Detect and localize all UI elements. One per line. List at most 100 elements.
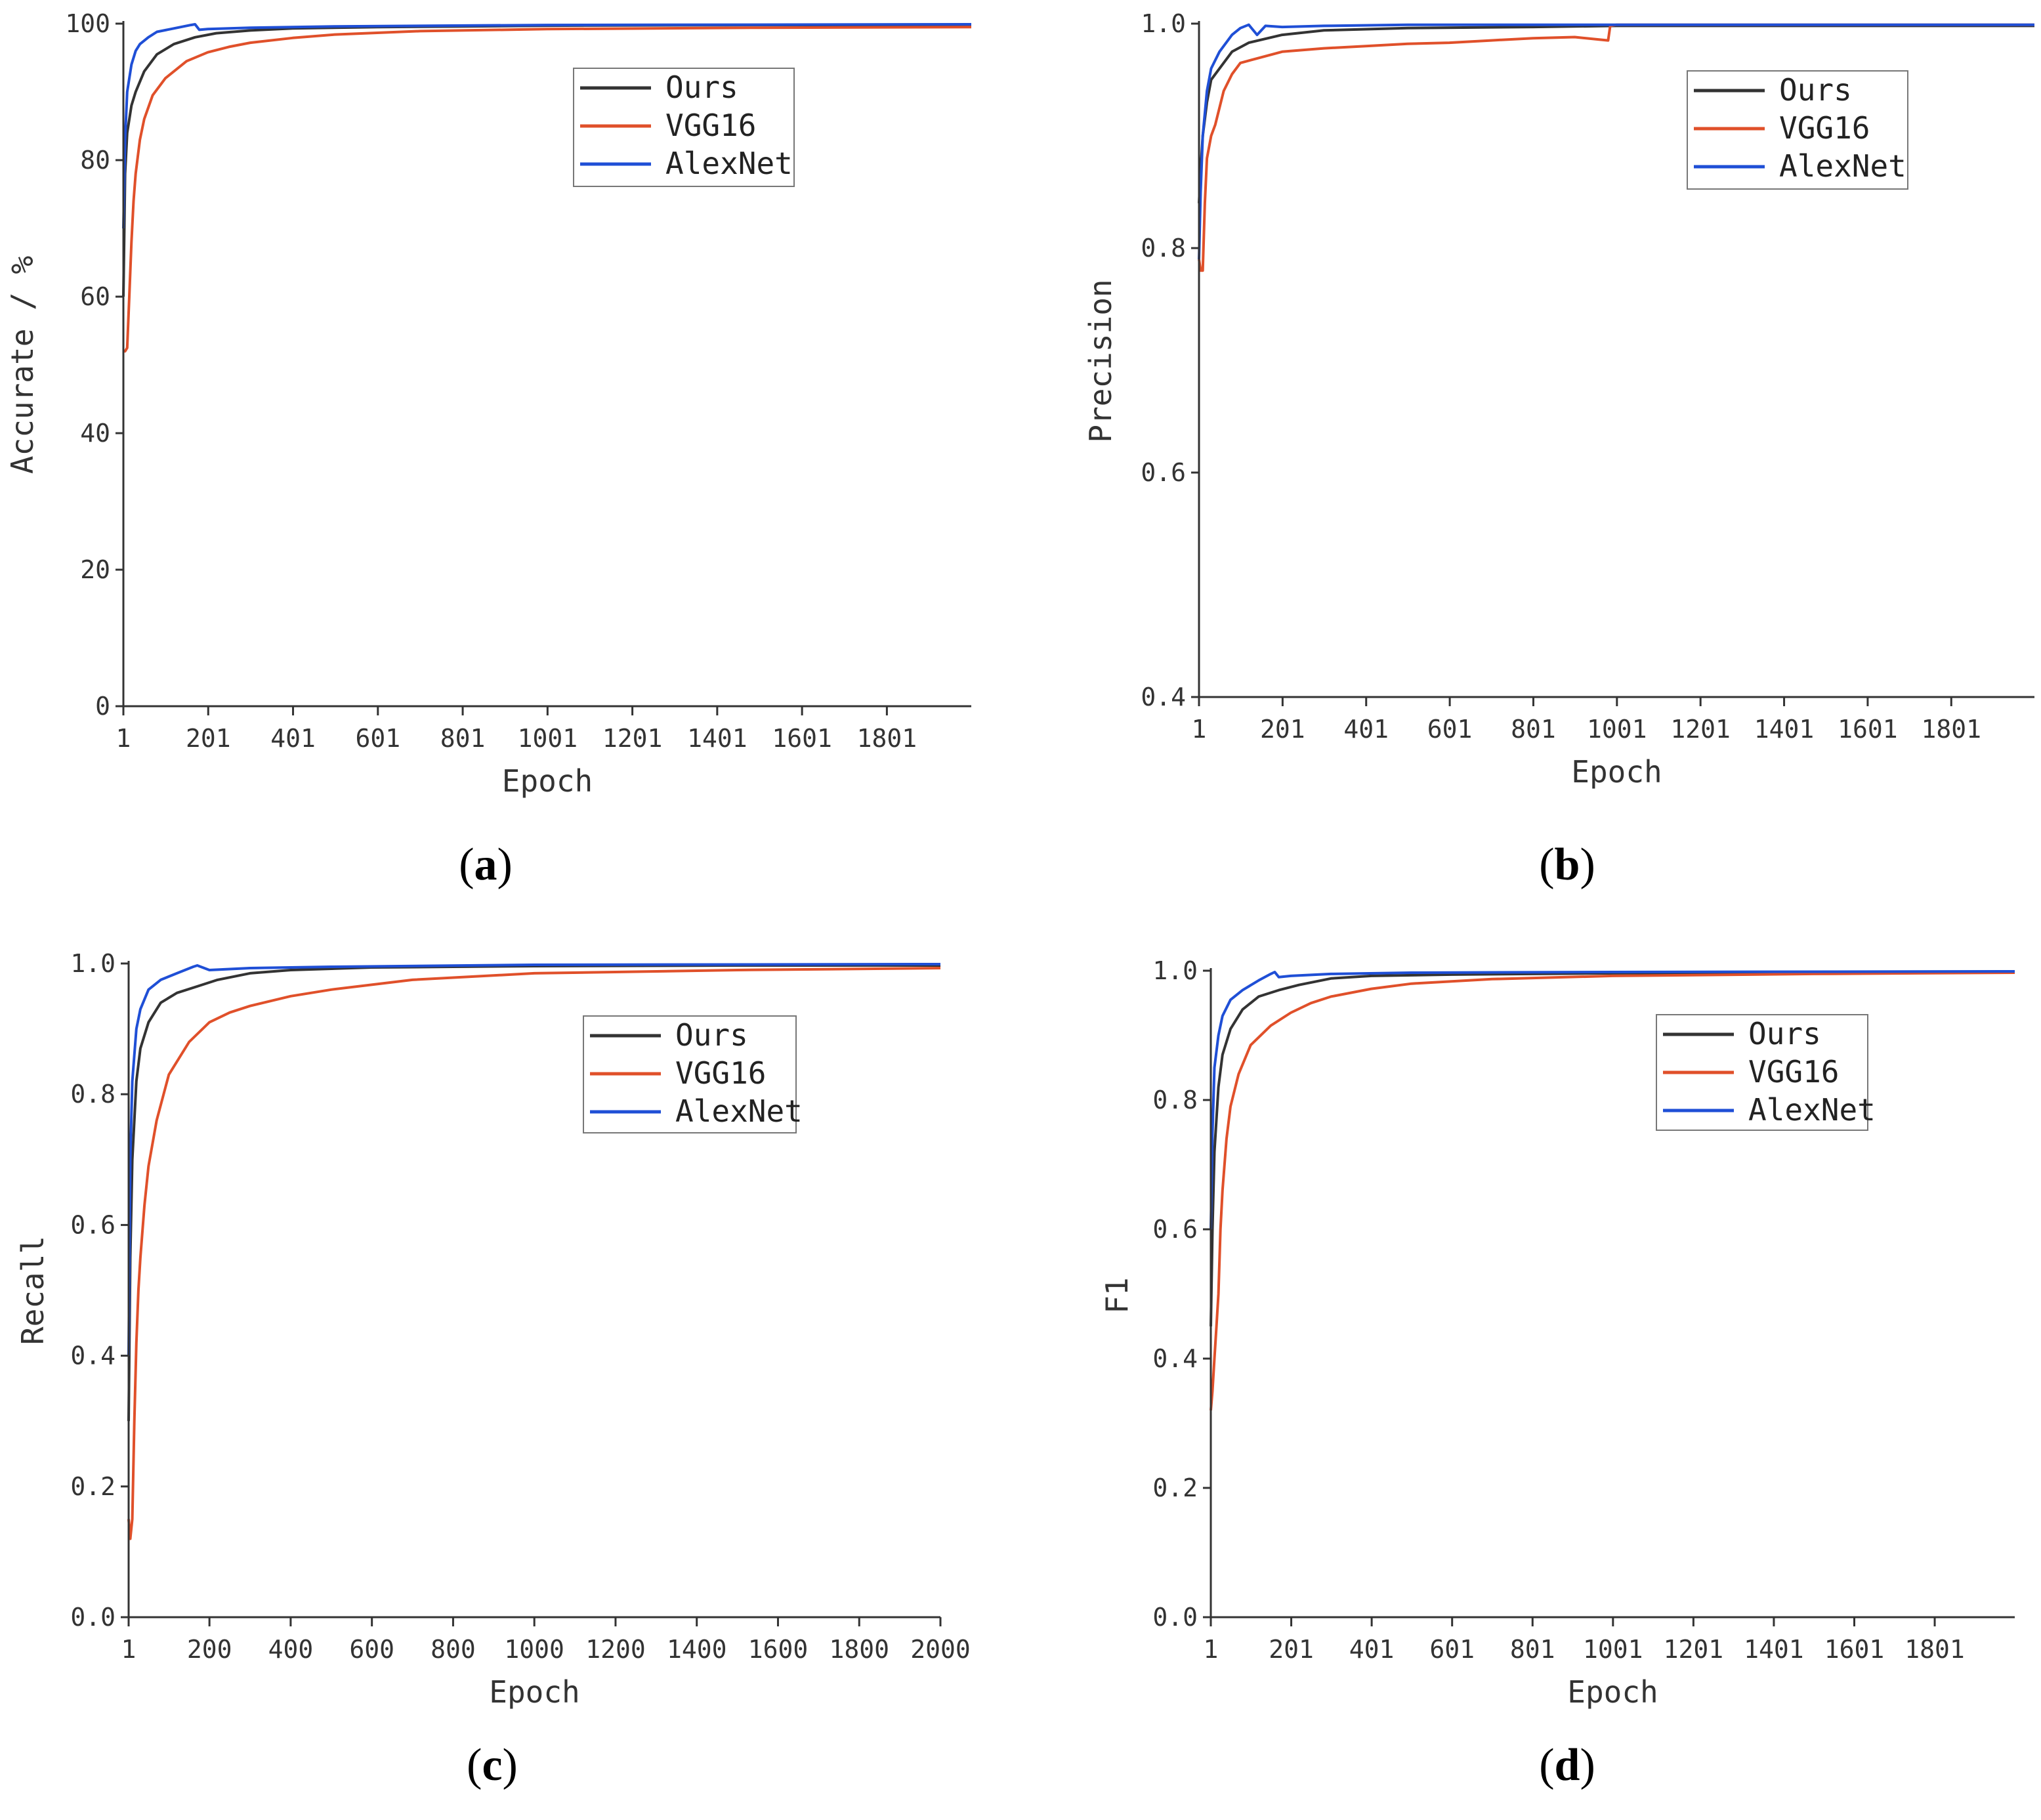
- x-tick-label: 401: [1349, 1635, 1395, 1664]
- series-line-vgg16: [123, 26, 972, 353]
- chart-panel-d: 0.00.20.40.60.81.01 201 401 601 801 1001 1201 1…: [1099, 956, 2015, 1790]
- legend-label-alexnet: AlexNet: [1779, 148, 1906, 184]
- x-axis-label: Epoch: [1567, 1674, 1658, 1710]
- x-axis-label: Epoch: [502, 763, 593, 799]
- x-tick-label: 600: [349, 1635, 394, 1664]
- x-tick-label: 601: [355, 724, 400, 753]
- panel-label: (a): [459, 839, 513, 890]
- x-tick-label: 1201: [1664, 1635, 1724, 1664]
- x-tick-label: 601: [1427, 715, 1473, 744]
- y-axis-label: F1: [1099, 1277, 1135, 1313]
- x-tick-label: 801: [1511, 715, 1556, 744]
- y-tick-label: 0: [95, 692, 110, 721]
- x-tick-label: 1601: [772, 724, 832, 753]
- series-line-vgg16: [1198, 23, 2034, 272]
- y-tick-label: 60: [80, 282, 110, 311]
- x-tick-label: 801: [1510, 1635, 1555, 1664]
- x-tick-label: 1001: [518, 724, 578, 753]
- x-tick-label: 1: [121, 1635, 137, 1664]
- y-tick-label: 100: [65, 9, 110, 38]
- y-tick-label: 1.0: [70, 949, 116, 978]
- x-tick-label: 800: [431, 1635, 476, 1664]
- x-tick-label: 400: [268, 1635, 314, 1664]
- series-line-vgg16: [1210, 971, 2015, 1410]
- x-tick-label: 201: [1260, 715, 1305, 744]
- x-tick-label: 1401: [1744, 1635, 1804, 1664]
- x-tick-label: 1201: [602, 724, 663, 753]
- y-tick-label: 0.4: [1152, 1344, 1198, 1373]
- series-line-ours: [127, 964, 940, 1422]
- x-tick-label: 1401: [1754, 715, 1815, 744]
- x-tick-label: 401: [270, 724, 316, 753]
- y-tick-label: 1.0: [1141, 9, 1186, 38]
- x-tick-label: 1601: [1824, 1635, 1885, 1664]
- x-tick-label: 1600: [748, 1635, 809, 1664]
- x-tick-label: 1400: [667, 1635, 727, 1664]
- panel-label: (c): [467, 1740, 518, 1790]
- x-axis-label: Epoch: [489, 1674, 579, 1710]
- y-tick-label: 0.0: [70, 1603, 116, 1632]
- series-line-ours: [1198, 24, 2034, 203]
- x-tick-label: 1001: [1583, 1635, 1643, 1664]
- x-tick-label: 2000: [910, 1635, 971, 1664]
- legend-label-vgg16: VGG16: [665, 108, 756, 143]
- legend-label-vgg16: VGG16: [675, 1055, 766, 1091]
- x-tick-label: 200: [187, 1635, 232, 1664]
- y-tick-label: 0.2: [1152, 1473, 1198, 1502]
- y-tick-label: 0.6: [1152, 1215, 1198, 1244]
- y-tick-label: 0.8: [1152, 1086, 1198, 1114]
- x-tick-label: 601: [1429, 1635, 1475, 1664]
- x-tick-label: 1: [1192, 715, 1207, 744]
- panel-label: (b): [1539, 839, 1595, 890]
- y-tick-label: 0.6: [70, 1210, 116, 1239]
- x-tick-label: 1201: [1670, 715, 1731, 744]
- y-tick-label: 80: [80, 146, 110, 175]
- legend-label-ours: Ours: [1748, 1016, 1821, 1051]
- x-tick-label: 401: [1343, 715, 1389, 744]
- y-tick-label: 0.0: [1152, 1603, 1198, 1632]
- x-tick-label: 1: [1204, 1635, 1219, 1664]
- series-line-alexnet: [1210, 970, 2015, 1230]
- chart-panel-c: 0.00.20.40.60.81.01 200 400 600 800 1000 1200 1…: [15, 949, 971, 1790]
- y-axis-label: Precision: [1083, 279, 1118, 442]
- legend-label-ours: Ours: [1779, 72, 1852, 108]
- legend-label-ours: Ours: [675, 1017, 748, 1053]
- legend-label-alexnet: AlexNet: [665, 146, 793, 181]
- y-tick-label: 0.4: [70, 1342, 116, 1370]
- y-tick-label: 0.8: [70, 1080, 116, 1109]
- y-tick-label: 0.8: [1141, 234, 1186, 263]
- series-line-vgg16: [127, 967, 941, 1540]
- series-line-alexnet: [127, 963, 941, 1356]
- x-tick-label: 1200: [585, 1635, 646, 1664]
- panel-label: (d): [1539, 1740, 1595, 1790]
- x-tick-label: 1801: [857, 724, 917, 753]
- y-tick-label: 0.2: [70, 1472, 116, 1501]
- y-tick-label: 40: [80, 419, 110, 448]
- legend-label-vgg16: VGG16: [1779, 110, 1870, 146]
- x-tick-label: 1001: [1587, 715, 1647, 744]
- x-tick-label: 1000: [504, 1635, 564, 1664]
- series-line-ours: [1210, 971, 2015, 1326]
- x-axis-label: Epoch: [1571, 754, 1662, 790]
- series-line-ours: [122, 24, 971, 297]
- x-tick-label: 1601: [1838, 715, 1898, 744]
- series-line-alexnet: [1198, 23, 2034, 260]
- x-tick-label: 1801: [1904, 1635, 1965, 1664]
- y-axis-label: Recall: [15, 1236, 51, 1345]
- legend-label-ours: Ours: [665, 70, 738, 105]
- x-tick-label: 201: [1269, 1635, 1314, 1664]
- x-tick-label: 1: [116, 724, 131, 753]
- y-axis-label: Accurate / %: [5, 256, 40, 474]
- y-tick-label: 20: [80, 555, 110, 584]
- y-tick-label: 0.6: [1141, 458, 1186, 487]
- series-line-alexnet: [122, 23, 972, 229]
- x-tick-label: 1401: [687, 724, 747, 753]
- x-tick-label: 1800: [829, 1635, 889, 1664]
- x-tick-label: 201: [186, 724, 231, 753]
